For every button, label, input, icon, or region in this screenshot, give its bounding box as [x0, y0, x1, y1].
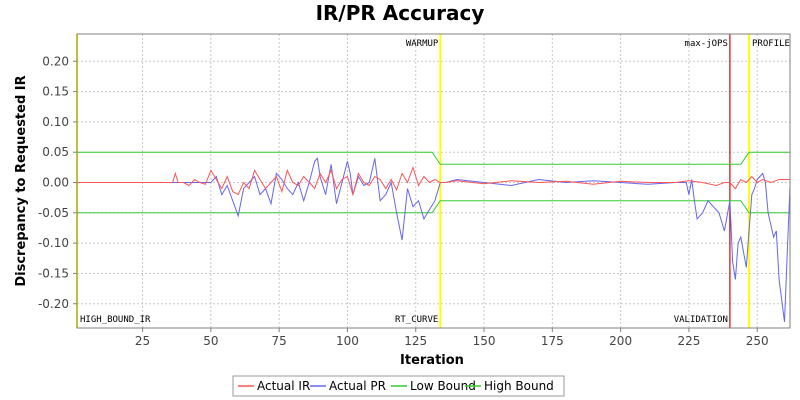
y-tick-label: -0.15 — [38, 266, 69, 280]
event-marker-label: RT_CURVE — [395, 315, 438, 325]
x-tick-label: 50 — [203, 334, 218, 348]
series-lines — [77, 151, 791, 322]
legend-item-label: Actual IR — [257, 379, 310, 393]
event-marker-label: max-jOPS — [685, 39, 728, 49]
x-tick-label: 250 — [746, 334, 769, 348]
x-axis-label: Iteration — [400, 353, 464, 368]
axes: 25 50 75 100 125 150 175 200 225 250 0.20 0.15 0.10 0… — [38, 33, 791, 348]
x-tick-label: 25 — [135, 334, 150, 348]
x-tick-label: 100 — [336, 334, 359, 348]
legend-item-label: High Bound — [484, 379, 554, 393]
x-tick-label: 225 — [677, 334, 700, 348]
series-line-actual-pr — [77, 157, 791, 322]
event-marker-label: PROFILE — [752, 39, 790, 49]
y-tick-label: 0.15 — [42, 85, 69, 99]
x-tick-label: 150 — [473, 334, 496, 348]
chart-title: IR/PR Accuracy — [316, 1, 485, 25]
x-tick-label: 75 — [272, 334, 287, 348]
series-line-actual-ir — [77, 165, 790, 197]
y-tick-label: 0.05 — [42, 145, 69, 159]
y-tick-label: -0.05 — [38, 206, 69, 220]
event-marker-label: HIGH_BOUND_IR — [80, 315, 151, 325]
plot-area — [77, 34, 790, 328]
series-line-high-bound — [77, 151, 790, 165]
y-axis-label: Discrepancy to Requested IR — [14, 75, 29, 286]
x-tick-label: 175 — [541, 334, 564, 348]
series-line-low-bound — [77, 200, 790, 214]
legend-item-label: Actual PR — [329, 379, 386, 393]
y-tick-label: 0.10 — [42, 115, 69, 129]
x-tick-label: 125 — [404, 334, 427, 348]
event-marker-label: WARMUP — [406, 39, 439, 49]
y-tick-label: 0.20 — [42, 54, 69, 68]
y-tick-label: -0.10 — [38, 236, 69, 250]
legend: Actual IR Actual PR Low Bound High Bound — [232, 375, 565, 397]
event-marker-label: VALIDATION — [674, 315, 728, 325]
grid-lines — [77, 34, 790, 328]
plot-border — [76, 33, 791, 329]
y-tick-label: 0.00 — [42, 176, 69, 190]
x-tick-label: 200 — [609, 334, 632, 348]
y-tick-label: -0.20 — [38, 297, 69, 311]
legend-item-label: Low Bound — [410, 379, 476, 393]
